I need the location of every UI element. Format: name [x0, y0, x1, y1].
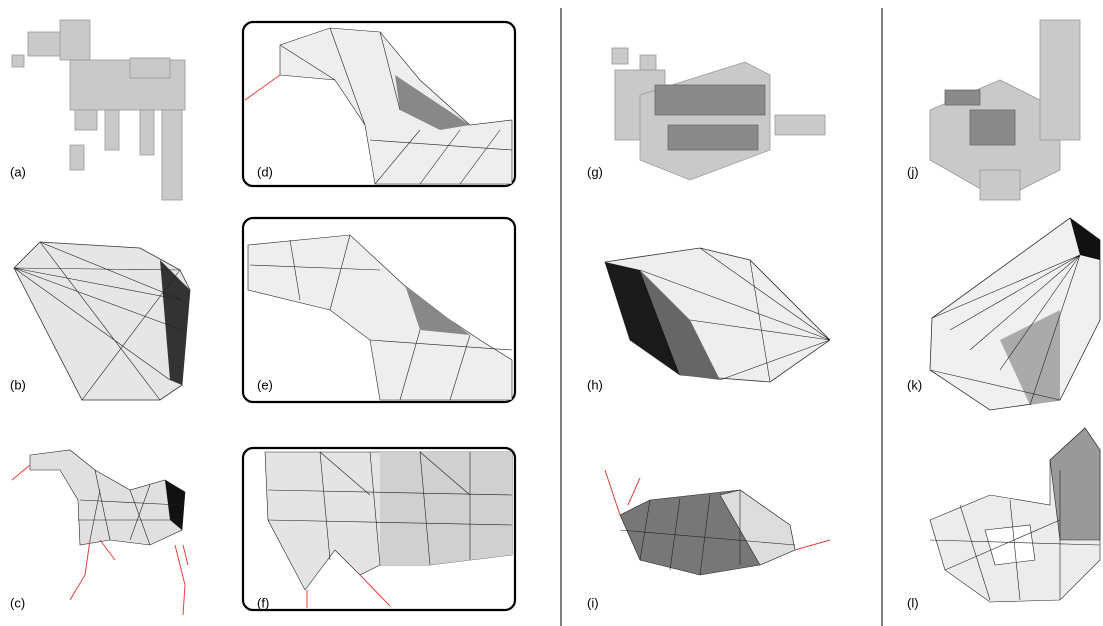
hull-h — [604, 247, 831, 383]
panel-label: (l) — [907, 595, 919, 610]
panel-label: (e) — [257, 377, 273, 392]
mesh-horse — [11, 449, 189, 616]
voxel-horse — [11, 19, 186, 201]
panel-label: (b) — [10, 377, 26, 392]
closeup-e — [247, 234, 513, 401]
voxel-j — [929, 19, 1081, 201]
panel-label: (d) — [257, 164, 273, 179]
mesh-l — [929, 427, 1101, 603]
panel-label: (j) — [907, 164, 919, 179]
mesh-i — [604, 469, 831, 576]
panel-label: (a) — [10, 164, 26, 179]
voxel-g — [611, 47, 826, 181]
panel-label: (g) — [587, 164, 603, 179]
panel-label: (h) — [587, 377, 603, 392]
hull-horse — [13, 241, 191, 401]
panel-label: (k) — [907, 377, 922, 392]
closeup-d — [244, 27, 513, 185]
closeup-f — [264, 451, 513, 608]
panel-label: (i) — [587, 595, 599, 610]
hull-k — [929, 217, 1101, 411]
panel-label: (f) — [257, 595, 269, 610]
panel-label: (c) — [10, 595, 25, 610]
